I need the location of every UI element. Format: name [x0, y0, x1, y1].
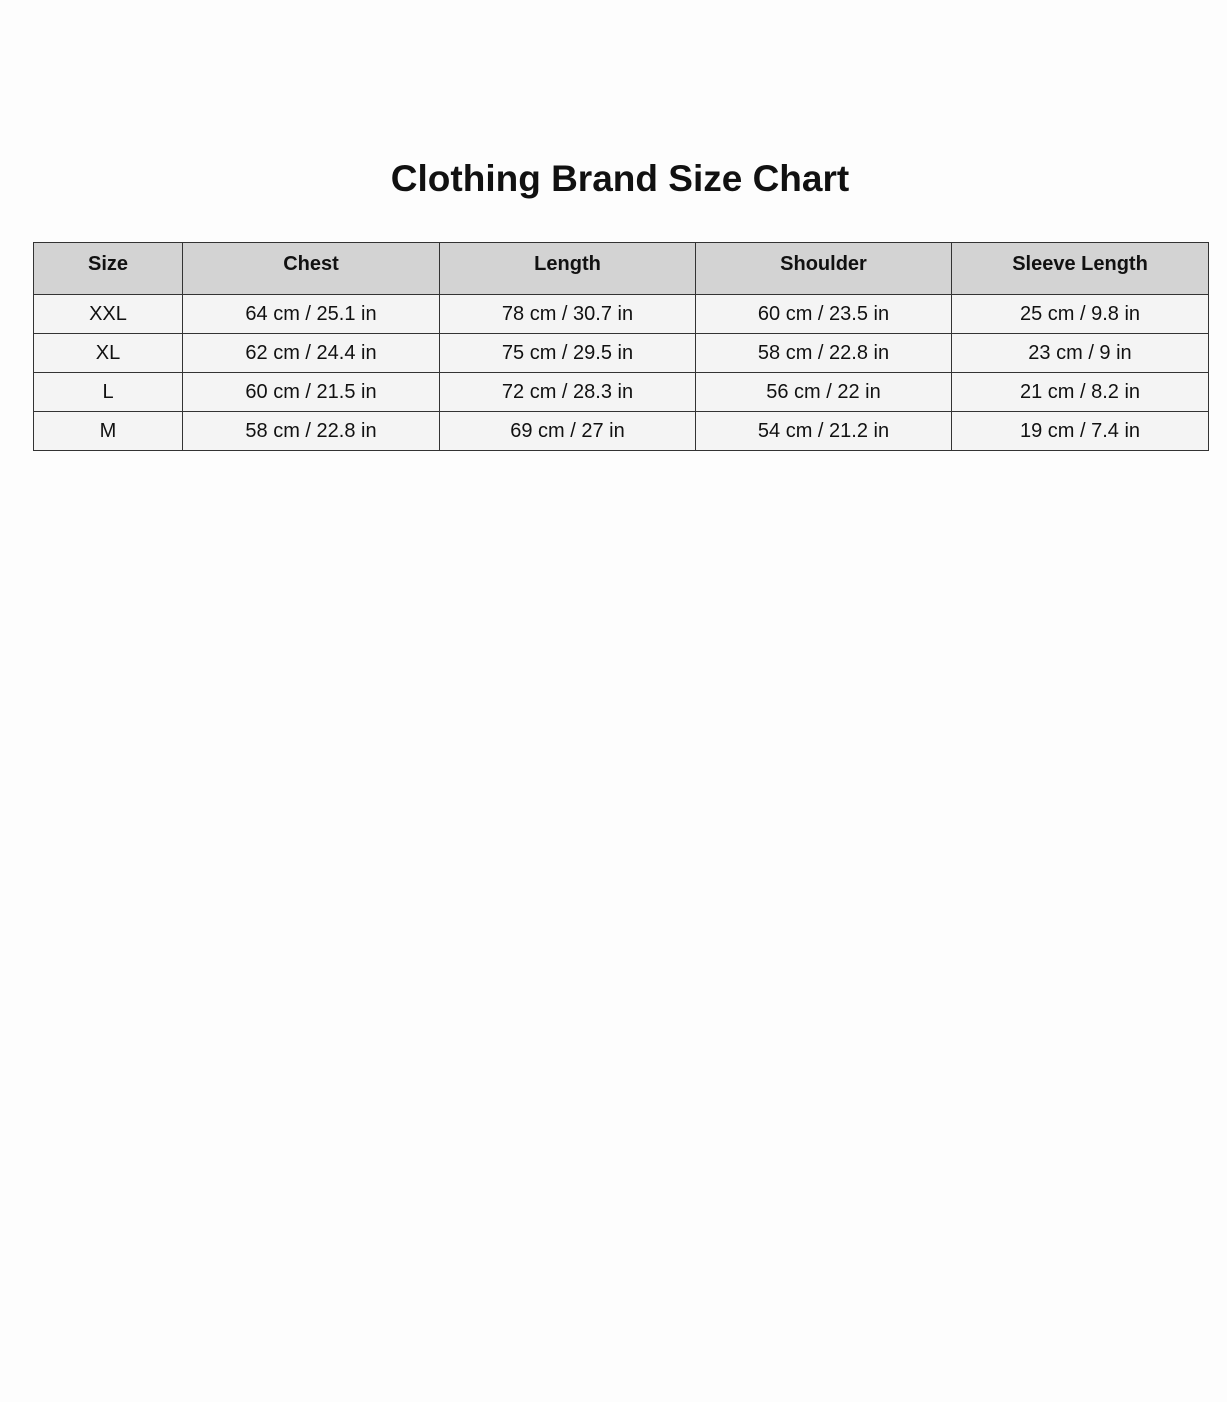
cell-shoulder: 56 cm / 22 in	[695, 372, 952, 412]
cell-size: L	[33, 372, 183, 412]
cell-length: 72 cm / 28.3 in	[439, 372, 696, 412]
header-chest: Chest	[182, 242, 440, 295]
cell-shoulder: 58 cm / 22.8 in	[695, 333, 952, 373]
cell-chest: 62 cm / 24.4 in	[182, 333, 440, 373]
cell-size: M	[33, 411, 183, 451]
cell-chest: 64 cm / 25.1 in	[182, 294, 440, 334]
cell-length: 69 cm / 27 in	[439, 411, 696, 451]
table-row: M 58 cm / 22.8 in 69 cm / 27 in 54 cm / 21.…	[33, 411, 1209, 451]
table-header-row: Size Chest Length Shoulder Sleeve Length	[33, 242, 1209, 295]
table-row: XXL 64 cm / 25.1 in 78 cm / 30.7 in 60 cm /…	[33, 294, 1209, 334]
cell-size: XXL	[33, 294, 183, 334]
cell-sleeve-length: 25 cm / 9.8 in	[951, 294, 1209, 334]
size-chart-table: Size Chest Length Shoulder Sleeve Length…	[33, 242, 1209, 451]
cell-sleeve-length: 23 cm / 9 in	[951, 333, 1209, 373]
cell-shoulder: 60 cm / 23.5 in	[695, 294, 952, 334]
table-row: L 60 cm / 21.5 in 72 cm / 28.3 in 56 cm / 2…	[33, 372, 1209, 412]
cell-length: 75 cm / 29.5 in	[439, 333, 696, 373]
header-shoulder: Shoulder	[695, 242, 952, 295]
header-length: Length	[439, 242, 696, 295]
table-row: XL 62 cm / 24.4 in 75 cm / 29.5 in 58 cm / …	[33, 333, 1209, 373]
cell-chest: 58 cm / 22.8 in	[182, 411, 440, 451]
cell-chest: 60 cm / 21.5 in	[182, 372, 440, 412]
header-sleeve-length: Sleeve Length	[951, 242, 1209, 295]
cell-size: XL	[33, 333, 183, 373]
page-title: Clothing Brand Size Chart	[390, 158, 850, 199]
cell-sleeve-length: 19 cm / 7.4 in	[951, 411, 1209, 451]
cell-shoulder: 54 cm / 21.2 in	[695, 411, 952, 451]
cell-length: 78 cm / 30.7 in	[439, 294, 696, 334]
cell-sleeve-length: 21 cm / 8.2 in	[951, 372, 1209, 412]
header-size: Size	[33, 242, 183, 295]
